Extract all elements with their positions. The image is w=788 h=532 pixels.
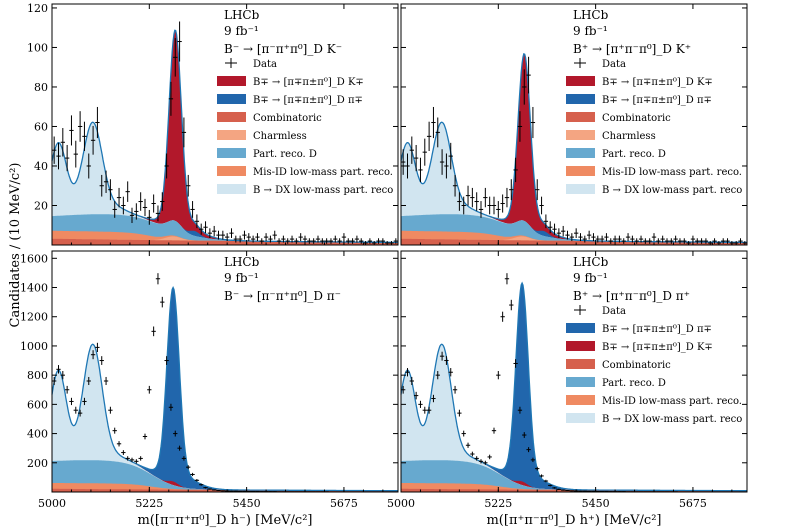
x-axis-label-left: m([π⁻π⁺π⁰]_D h⁻) [MeV/c²] [137, 513, 312, 528]
legend-swatch-combinatoric [566, 359, 595, 369]
legend-swatch-misid [566, 395, 595, 405]
total-fit-curve [51, 285, 398, 492]
legend-label: B → DX low-mass part. reco [602, 185, 742, 196]
legend-label: B∓ → [π∓π±π⁰]_D π∓ [253, 95, 363, 106]
total-fit-curve [400, 281, 747, 492]
legend-swatch-part_reco_d [217, 148, 246, 158]
legend-label: B → DX low-mass part. reco [253, 185, 393, 196]
legend-swatch-combinatoric [217, 112, 246, 122]
y-tick-label: 200 [27, 457, 48, 470]
legend-swatch-misid [217, 166, 246, 176]
legend-label: Combinatoric [602, 113, 671, 124]
total-fit-curve [400, 53, 747, 244]
panel-tr: LHCb 9 fb⁻¹ B⁺ → [π⁺π⁻π⁰]_D K⁺ Data B∓ → [π∓… [400, 3, 748, 246]
y-axis-label: Candidates / (10 MeV/c²) [8, 163, 23, 328]
legend-swatch-sig_blue [217, 94, 246, 104]
x-tick-label: 5225 [484, 497, 512, 510]
legend-label: Data [253, 59, 277, 70]
x-tick-label: 5675 [330, 497, 358, 510]
legend-label: Mis-ID low-mass part. reco. [253, 167, 393, 178]
legend-swatch-sig_red [217, 76, 246, 86]
legend-label: Combinatoric [602, 360, 671, 371]
legend-swatch-sig_blue [566, 323, 595, 333]
y-tick-label: 1400 [20, 282, 48, 295]
legend-label: B∓ → [π∓π±π⁰]_D K∓ [602, 77, 713, 88]
legend-swatch-combinatoric [566, 112, 595, 122]
axes-frame [400, 3, 748, 246]
legend-label: Part. reco. D [602, 149, 666, 160]
legend-label: B∓ → [π∓π±π⁰]_D K∓ [253, 77, 364, 88]
legend-swatch-bdx [217, 184, 246, 194]
lhcb-label: LHCb [573, 8, 609, 22]
lhcb-label: LHCb [224, 8, 260, 22]
legend-swatch-bdx [566, 184, 595, 194]
decay-label: B⁻ → [π⁻π⁺π⁰]_D π⁻ [224, 289, 341, 303]
decay-label: B⁺ → [π⁺π⁻π⁰]_D K⁺ [573, 42, 691, 56]
y-tick-label: 600 [27, 398, 48, 411]
lumi-label: 9 fb⁻¹ [573, 24, 608, 38]
x-tick-label: 5675 [679, 497, 707, 510]
lumi-label: 9 fb⁻¹ [224, 24, 259, 38]
component-comb [401, 238, 747, 245]
legend-label: Charmless [253, 131, 307, 142]
x-axis-label-right: m([π⁺π⁻π⁰]_D h⁺) [MeV/c²] [486, 513, 661, 528]
y-tick-label: 1200 [20, 311, 48, 324]
y-tick-label: 40 [34, 160, 48, 173]
legend-label: B∓ → [π∓π±π⁰]_D π∓ [602, 95, 712, 106]
legend-label: B → DX low-mass part. reco [602, 414, 742, 425]
legend-label: Mis-ID low-mass part. reco. [602, 167, 742, 178]
axes-frame [51, 3, 399, 246]
legend-label: Mis-ID low-mass part. reco. [602, 396, 742, 407]
legend-swatch-part_reco_d [566, 148, 595, 158]
lhcb-label: LHCb [224, 255, 260, 269]
panel-bl: 200 400 600 800 1000 1200 1400 1600 5000 5225 5450… [20, 250, 399, 510]
legend-swatch-sig_blue [566, 94, 595, 104]
y-tick-label: 1600 [20, 252, 48, 265]
y-tick-label: 100 [27, 41, 48, 54]
legend-swatch-charmless [217, 130, 246, 140]
component-reco [401, 460, 747, 492]
lumi-label: 9 fb⁻¹ [224, 271, 259, 285]
x-tick-label: 5450 [582, 497, 610, 510]
panel-br: 5000 5225 5450 5675 LHCb 9 fb⁻¹ B⁺ → [π⁺π⁻π⁰]_… [387, 250, 748, 510]
y-tick-label: 80 [34, 81, 48, 94]
y-tick-label: 60 [34, 120, 48, 133]
lumi-label: 9 fb⁻¹ [573, 271, 608, 285]
x-tick-label: 5000 [387, 497, 415, 510]
axes-frame [51, 250, 399, 493]
legend-label: Data [602, 306, 626, 317]
legend-swatch-sig_red [566, 341, 595, 351]
component-comb [52, 238, 398, 245]
y-tick-label: 800 [27, 369, 48, 382]
legend-swatch-sig_red [566, 76, 595, 86]
legend-label: Part. reco. D [253, 149, 317, 160]
y-tick-label: 120 [27, 2, 48, 15]
legend-swatch-charmless [566, 130, 595, 140]
legend-label: Data [602, 59, 626, 70]
y-tick-label: 1000 [20, 340, 48, 353]
lhcb-label: LHCb [573, 255, 609, 269]
decay-label: B⁺ → [π⁺π⁻π⁰]_D π⁺ [573, 289, 690, 303]
component-reco [52, 460, 398, 492]
axes-frame [400, 250, 748, 493]
panel-tl: 20 40 60 80 100 120 LHCb 9 fb⁻¹ B⁻ → [π⁻π⁺π⁰]_D … [27, 2, 399, 246]
y-tick-label: 400 [27, 428, 48, 441]
y-tick-label: 20 [34, 199, 48, 212]
legend-label: B∓ → [π∓π±π⁰]_D π∓ [602, 324, 712, 335]
legend-label: B∓ → [π∓π±π⁰]_D K∓ [602, 342, 713, 353]
legend-swatch-bdx [566, 413, 595, 423]
legend-label: Charmless [602, 131, 656, 142]
x-tick-label: 5000 [38, 497, 66, 510]
legend-label: Part. reco. D [602, 378, 666, 389]
decay-label: B⁻ → [π⁻π⁺π⁰]_D K⁻ [224, 42, 342, 56]
x-tick-label: 5225 [135, 497, 163, 510]
x-tick-label: 5450 [233, 497, 261, 510]
legend-swatch-misid [566, 166, 595, 176]
legend-swatch-part_reco_d [566, 377, 595, 387]
legend-label: Combinatoric [253, 113, 322, 124]
